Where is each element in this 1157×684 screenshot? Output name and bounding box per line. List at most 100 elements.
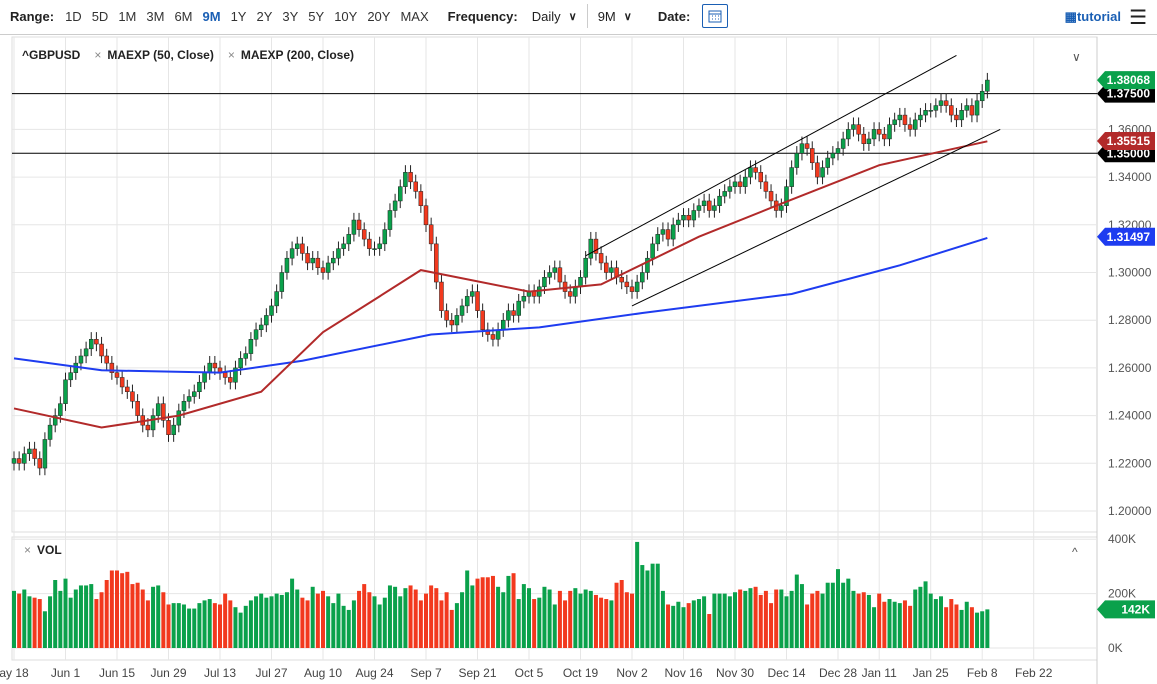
candle xyxy=(779,205,784,211)
candle xyxy=(902,114,908,125)
candle xyxy=(243,353,248,359)
tutorial-link[interactable]: ▦tutorial xyxy=(1065,9,1121,25)
x-tick-label: ay 18 xyxy=(0,666,29,680)
volume-bar xyxy=(913,589,918,648)
candle xyxy=(676,219,681,226)
candle xyxy=(58,403,63,416)
period-dropdown[interactable]: 9M ∨ xyxy=(598,9,632,24)
volume-bar xyxy=(969,607,974,648)
range-9m[interactable]: 9M xyxy=(202,8,221,24)
y-tick-label: 1.22000 xyxy=(1108,456,1152,470)
volume-bar xyxy=(655,563,660,648)
candle xyxy=(166,420,171,435)
volume-bar xyxy=(985,609,990,648)
candle xyxy=(722,191,727,197)
volume-bar xyxy=(305,600,310,648)
candle xyxy=(501,319,506,330)
volume-bar xyxy=(269,596,274,648)
range-6m[interactable]: 6M xyxy=(174,8,193,24)
candle xyxy=(269,305,274,316)
candle xyxy=(758,172,763,183)
volume-bar xyxy=(630,593,634,648)
candle xyxy=(305,253,310,264)
candle xyxy=(135,401,140,416)
candle xyxy=(181,401,187,412)
x-tick-label: Nov 16 xyxy=(664,666,702,680)
volume-bar xyxy=(506,575,511,648)
candle xyxy=(763,181,769,192)
volume-bar xyxy=(454,603,459,648)
candle xyxy=(315,257,321,268)
range-3y[interactable]: 3Y xyxy=(282,8,299,24)
candle xyxy=(892,119,897,125)
volume-bar xyxy=(748,588,753,648)
hamburger-icon[interactable]: ☰ xyxy=(1129,7,1147,29)
x-tick-label: Jun 29 xyxy=(150,666,186,680)
range-5d[interactable]: 5D xyxy=(91,8,109,24)
close-icon[interactable]: × xyxy=(24,543,32,557)
volume-bar xyxy=(619,580,624,648)
candle xyxy=(619,277,624,283)
volume-bar xyxy=(568,590,573,648)
volume-bar xyxy=(418,600,423,648)
candle xyxy=(789,167,794,187)
chevron-up-icon[interactable]: ^ xyxy=(1072,545,1078,559)
candle xyxy=(253,329,259,340)
x-tick-label: Oct 5 xyxy=(515,666,544,680)
volume-bar xyxy=(290,578,295,648)
frequency-dropdown[interactable]: Daily ∨ xyxy=(532,9,577,24)
calendar-icon[interactable] xyxy=(702,4,729,28)
x-tick-label: Sep 21 xyxy=(458,666,496,680)
candle xyxy=(109,362,115,373)
range-1y[interactable]: 1Y xyxy=(230,8,247,24)
candle xyxy=(840,138,846,149)
range-10y[interactable]: 10Y xyxy=(334,8,358,24)
x-tick-label: Aug 10 xyxy=(304,666,342,680)
volume-bar xyxy=(413,589,418,648)
chevron-down-icon[interactable]: ∨ xyxy=(1072,50,1081,64)
candle xyxy=(846,129,851,140)
volume-bar xyxy=(346,609,351,648)
chevron-down-icon: ∨ xyxy=(568,10,577,23)
candle xyxy=(506,310,511,321)
volume-bar xyxy=(207,599,212,648)
y-tick-label: 1.30000 xyxy=(1108,266,1152,280)
chevron-down-icon: ∨ xyxy=(623,10,632,23)
close-icon[interactable]: × xyxy=(227,48,235,62)
range-1m[interactable]: 1M xyxy=(118,8,137,24)
range-20y[interactable]: 20Y xyxy=(367,8,391,24)
volume-bar xyxy=(357,590,362,648)
volume-bar xyxy=(63,578,68,648)
candle xyxy=(974,100,980,116)
volume-bar xyxy=(181,604,186,648)
range-5y[interactable]: 5Y xyxy=(308,8,325,24)
volume-bar xyxy=(78,585,83,648)
candle xyxy=(557,267,563,283)
volume-bar xyxy=(89,584,94,648)
candle xyxy=(531,291,537,297)
volume-bar xyxy=(861,592,866,648)
x-tick-label: Feb 22 xyxy=(1015,666,1053,680)
candle xyxy=(670,224,676,240)
price-label: 1.38068 xyxy=(1107,73,1151,87)
candle xyxy=(192,391,197,397)
range-max[interactable]: MAX xyxy=(400,8,429,24)
close-icon[interactable]: × xyxy=(94,48,102,62)
volume-bar xyxy=(166,604,171,648)
volume-bar xyxy=(176,603,181,648)
candle xyxy=(825,157,830,168)
volume-last-label: 142K xyxy=(1121,602,1150,616)
volume-bar xyxy=(959,609,964,648)
candle xyxy=(768,191,774,202)
range-3m[interactable]: 3M xyxy=(146,8,165,24)
volume-bar xyxy=(511,573,516,648)
range-2y[interactable]: 2Y xyxy=(256,8,273,24)
x-tick-label: Nov 2 xyxy=(616,666,648,680)
volume-bar xyxy=(429,585,434,648)
candle xyxy=(655,234,660,245)
range-1d[interactable]: 1D xyxy=(65,8,82,24)
candle xyxy=(248,339,254,354)
date-label: Date: xyxy=(657,8,691,24)
volume-bar xyxy=(918,586,923,648)
